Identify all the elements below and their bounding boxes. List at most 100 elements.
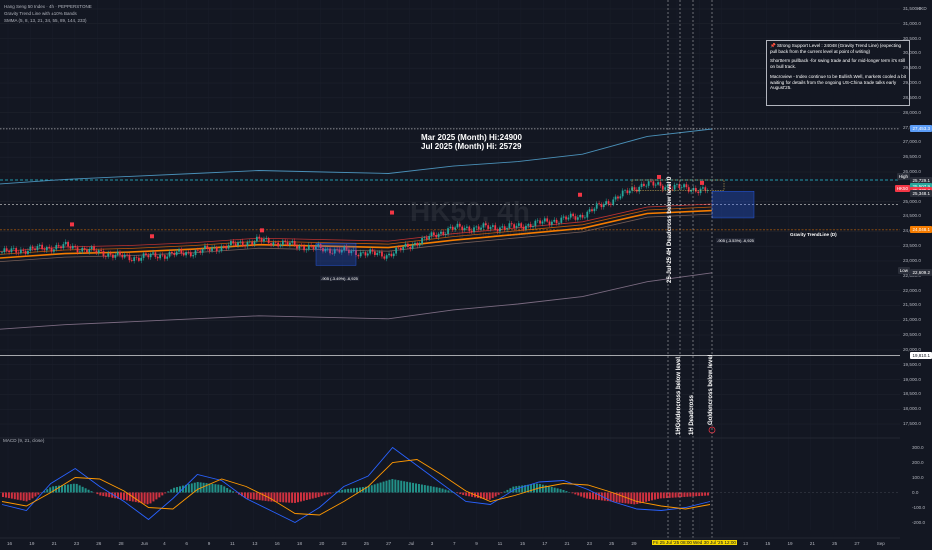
time-tick-label: 15 (519, 541, 526, 546)
price-tick-label: 29,500.0 (903, 65, 921, 71)
macd-histogram-bar (297, 492, 299, 503)
candle-body (291, 240, 294, 243)
macd-histogram-bar (692, 492, 695, 497)
candle-body (336, 249, 339, 250)
macd-histogram-bar (580, 492, 583, 497)
candle-body (27, 250, 29, 254)
chart-title[interactable]: Hang Seng 50 Index · 4h · PEPPERSTONE (4, 4, 92, 9)
candle-body (194, 250, 197, 256)
indicator-smma-label[interactable]: SMMA (5, 8, 13, 21, 34, 55, 89, 144, 233… (4, 18, 87, 23)
vertical-label-1h-goldencross: 1HGoldencross below level (676, 356, 682, 435)
range-label-1: -905 (-3.49%) -6,925 (320, 276, 359, 281)
macd-histogram-bar (288, 492, 291, 503)
candle-body (22, 249, 25, 251)
macd-histogram-bar (335, 491, 338, 493)
macd-histogram-bar (618, 492, 621, 503)
candle-body (281, 240, 284, 245)
candle-body (76, 247, 79, 253)
candle-body (548, 221, 551, 225)
macd-histogram-bar (299, 492, 302, 502)
time-tick-label: 3 (430, 541, 434, 546)
candle-body (425, 237, 428, 240)
candle-body (206, 245, 209, 249)
macd-histogram-bar (2, 492, 4, 497)
macd-histogram-bar (423, 485, 426, 493)
candle-body (352, 250, 355, 251)
indicator-gravity-label[interactable]: Gravity Trend Line with ±10% Bands (4, 11, 77, 16)
macd-histogram-bar (379, 482, 382, 493)
price-tick-label: 27,000.0 (903, 139, 921, 145)
candle-body (652, 181, 655, 186)
time-tick-label: 29 (631, 541, 637, 546)
candle-body (215, 247, 218, 252)
macd-histogram-bar (686, 492, 689, 497)
macd-histogram-bar (698, 492, 701, 497)
candle-body (359, 252, 362, 257)
macd-histogram-bar (612, 492, 615, 502)
macd-histogram-bar (527, 484, 530, 493)
macd-histogram-bar (137, 492, 140, 503)
candle-body (513, 224, 516, 228)
candle-body (173, 253, 176, 256)
macd-histogram-bar (562, 489, 565, 493)
price-tick-label: 28,000.0 (903, 109, 921, 115)
macd-histogram-bar (179, 486, 181, 493)
currency-label[interactable]: HKD (917, 6, 927, 11)
candle-body (137, 257, 140, 261)
macd-histogram-bar (273, 492, 276, 502)
candle-body (454, 227, 457, 230)
macd-histogram-bar (488, 492, 491, 500)
candle-body (635, 189, 638, 192)
macd-histogram-bar (13, 492, 16, 500)
candle-body (697, 191, 700, 194)
candle-body (397, 247, 400, 249)
candle-body (489, 226, 492, 229)
macd-histogram-bar (302, 492, 305, 501)
candle-body (371, 249, 374, 252)
macd-histogram-bar (364, 486, 367, 493)
candle-body (345, 246, 348, 250)
candle-body (640, 183, 643, 187)
candle-body (694, 188, 697, 192)
candle-body (588, 209, 591, 212)
candle-body (536, 220, 539, 222)
candle-body (388, 253, 390, 256)
candle-body (617, 196, 619, 199)
signal-flag (150, 234, 154, 239)
jul-high-label: Jul 2025 (Month) Hi: 25729 (421, 142, 522, 151)
candle-body (444, 233, 447, 235)
signal-flag (390, 210, 394, 215)
candle-body (673, 184, 676, 190)
macd-histogram-bar (636, 492, 639, 504)
candle-body (657, 182, 659, 185)
macd-histogram-bar (438, 487, 441, 493)
candle-body (591, 209, 593, 212)
time-tick-label: 25 (832, 541, 838, 546)
macd-histogram-bar (535, 483, 538, 493)
macd-histogram-bar (146, 492, 149, 505)
macd-histogram-bar (653, 492, 656, 500)
macd-tick-label: -200.0 (912, 519, 926, 525)
time-tick-label: 4 (163, 541, 166, 546)
candle-body (168, 251, 171, 257)
candle-body (222, 246, 225, 247)
time-tick-label: 20 (319, 541, 325, 546)
candle-body (152, 252, 154, 254)
candle-body (451, 226, 454, 230)
candle-body (225, 246, 228, 249)
macd-histogram-bar (651, 492, 653, 501)
candle-body (180, 249, 183, 254)
candle-body (600, 204, 603, 208)
candle-body (395, 247, 398, 254)
candle-body (558, 222, 560, 224)
candle-body (501, 226, 504, 228)
macd-histogram-bar (140, 492, 143, 504)
macd-histogram-bar (31, 492, 34, 499)
macd-histogram-bar (370, 485, 373, 493)
macd-label[interactable]: MACD (9, 21, close) (3, 438, 45, 443)
macd-histogram-bar (506, 489, 509, 493)
macd-histogram-bar (317, 492, 320, 498)
gravity-trendline-label: Gravity TrendLine (D) (790, 232, 837, 237)
macd-histogram-bar (270, 492, 273, 502)
